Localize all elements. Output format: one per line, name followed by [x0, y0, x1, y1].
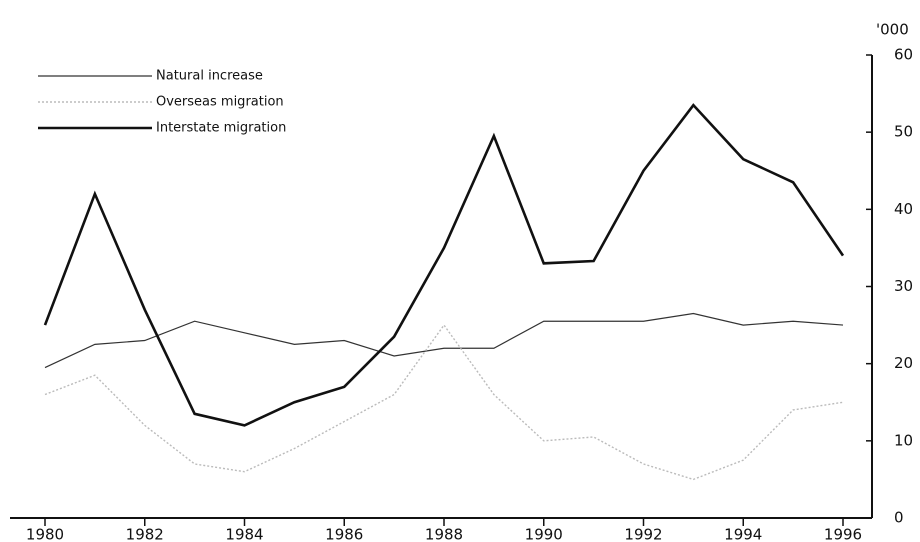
y-tick-label: 50	[894, 123, 913, 141]
y-tick-label: 40	[894, 200, 913, 218]
series-line	[44, 312, 844, 369]
y-tick-label: 20	[894, 354, 913, 372]
series-line	[43, 103, 845, 427]
x-tick-label: 1992	[624, 526, 662, 542]
x-tick-label: 1986	[325, 526, 363, 542]
y-tick-label: 0	[894, 509, 904, 527]
x-tick-label: 1988	[425, 526, 463, 542]
x-tick-label: 1984	[225, 526, 263, 542]
legend-label: Overseas migration	[156, 95, 284, 110]
legend-label: Natural increase	[156, 69, 263, 84]
x-tick-label: 1982	[126, 526, 164, 542]
y-tick-label: 60	[894, 46, 913, 64]
x-tick-label: 1980	[26, 526, 64, 542]
x-tick-label: 1996	[824, 526, 862, 542]
y-tick-label: 30	[894, 277, 913, 295]
y-tick-label: 10	[894, 431, 913, 449]
legend-label: Interstate migration	[156, 121, 286, 136]
x-tick-label: 1990	[525, 526, 563, 542]
unit-label: '000	[876, 21, 909, 39]
x-tick-label: 1994	[724, 526, 762, 542]
series-line	[44, 323, 844, 481]
